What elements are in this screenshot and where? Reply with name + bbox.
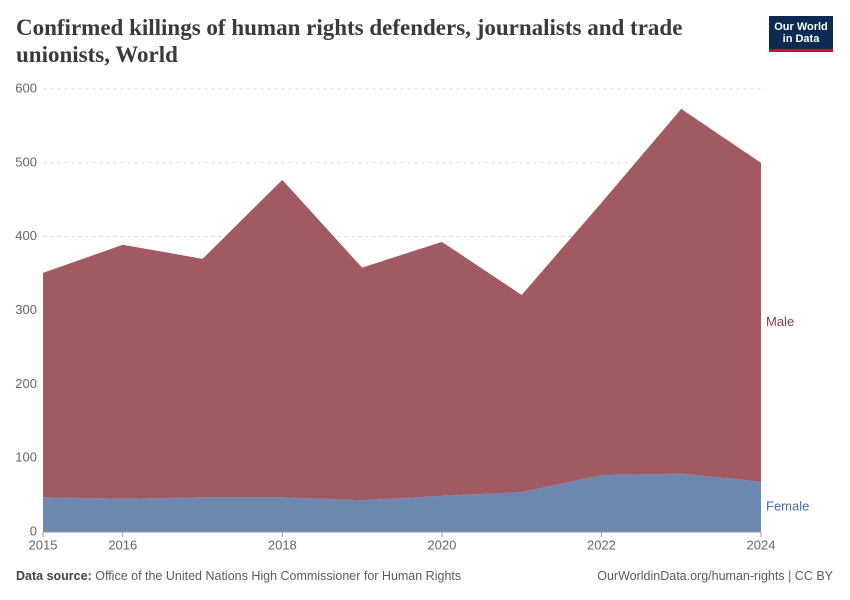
y-tick-label: 500	[15, 154, 37, 169]
x-tick-label: 2020	[427, 537, 456, 552]
logo-text: Our World	[774, 21, 828, 33]
y-tick-label: 100	[15, 450, 37, 465]
x-tick-label: 2022	[587, 537, 616, 552]
legend-label: Male	[766, 314, 794, 329]
chart-title: Confirmed killings of human rights defen…	[16, 15, 683, 67]
y-tick-label: 300	[15, 302, 37, 317]
area	[43, 473, 761, 532]
legend-label: Female	[766, 498, 809, 513]
url[interactable]: OurWorldinData.org/human-rights | CC BY	[597, 569, 833, 583]
y-tick-label: 200	[15, 376, 37, 391]
x-tick-label: 2016	[108, 537, 137, 552]
y-tick-label: 0	[30, 523, 37, 538]
y-tick-label: 600	[15, 80, 37, 95]
area	[43, 108, 761, 501]
x-tick-label: 2015	[29, 537, 58, 552]
y-tick-label: 400	[15, 228, 37, 243]
x-tick-label: 2018	[268, 537, 297, 552]
source-label: Data source:	[16, 569, 92, 583]
source-text: Office of the United Nations High Commis…	[95, 569, 462, 583]
x-tick-label: 2024	[747, 537, 776, 552]
source: Data source: Office of the United Nation…	[16, 569, 461, 583]
logo[interactable]: Our World in Data	[769, 16, 833, 52]
logo-text: in Data	[782, 33, 820, 45]
